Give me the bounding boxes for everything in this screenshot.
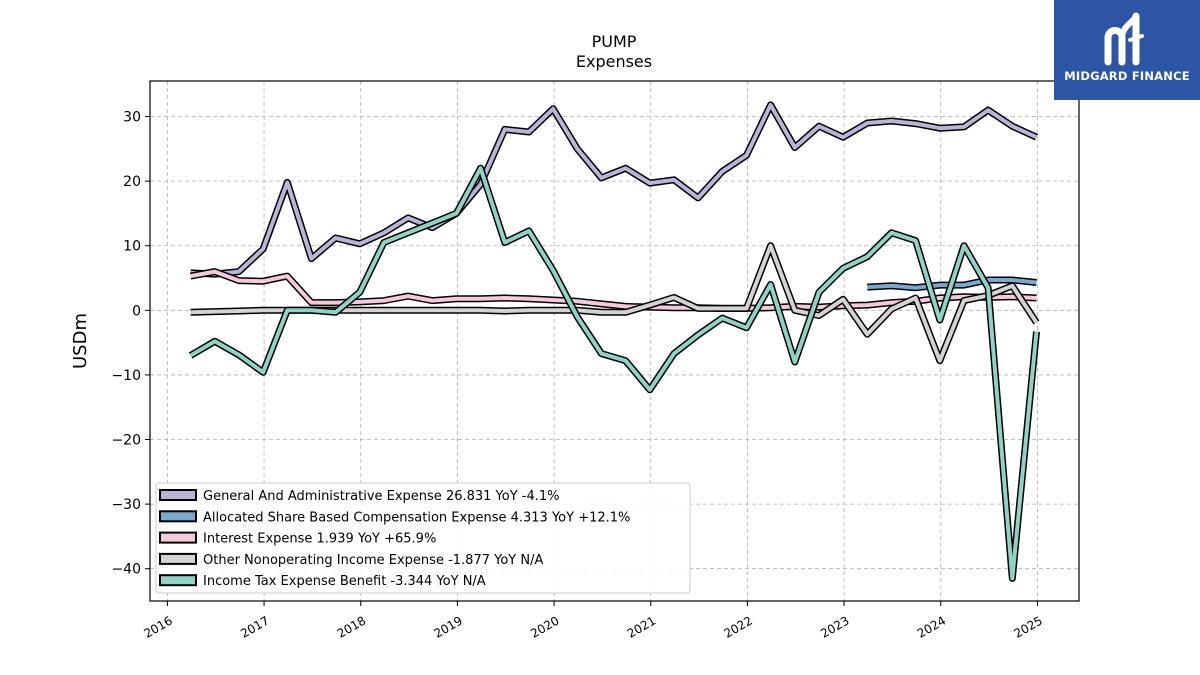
y-axis-label: USDm: [70, 313, 91, 369]
chart-subtitle: Expenses: [576, 52, 652, 71]
x-tick-label: 2019: [431, 613, 464, 640]
x-tick-label: 2021: [625, 613, 658, 640]
y-tick-label: 30: [123, 110, 141, 126]
series-0: [190, 101, 1038, 278]
x-tick-label: 2025: [1011, 613, 1044, 640]
brand-logo: MIDGARD FINANCE: [1054, 0, 1200, 100]
legend-entry[interactable]: Income Tax Expense Benefit -3.344 YoY N/…: [203, 574, 486, 589]
midgard-logo-mark-icon: [1104, 12, 1144, 66]
series-line: [190, 102, 1038, 277]
x-tick-label: 2023: [818, 613, 851, 640]
x-tick-label: 2016: [141, 613, 174, 640]
chart-title: PUMP: [592, 32, 637, 51]
legend-box: [155, 482, 691, 594]
x-tick-label: 2020: [528, 613, 561, 640]
y-tick-label: 0: [132, 303, 141, 319]
legend-swatch: [159, 552, 197, 565]
series-2: [189, 268, 1037, 312]
legend-swatch: [159, 574, 197, 587]
logo-text: MIDGARD FINANCE: [1064, 69, 1190, 83]
legend-entry[interactable]: Allocated Share Based Compensation Expen…: [203, 510, 630, 525]
x-tick-label: 2022: [721, 613, 754, 640]
legend-swatch: [159, 510, 197, 523]
y-tick-label: 20: [123, 174, 141, 190]
series-layer: [188, 101, 1040, 582]
series-line-outline: [190, 101, 1038, 278]
y-tick-label: −30: [111, 497, 141, 513]
plot-area-frame: [149, 80, 1080, 602]
legend-entry[interactable]: Other Nonoperating Income Expense -1.877…: [203, 553, 543, 568]
legend[interactable]: General And Administrative Expense 26.83…: [155, 482, 691, 594]
series-line: [190, 269, 1037, 311]
y-tick-label: −40: [111, 562, 141, 578]
x-tick-label: 2017: [238, 613, 271, 640]
x-tick-label: 2018: [335, 613, 368, 640]
y-tick-label: −20: [111, 433, 141, 449]
x-tick-label: 2024: [915, 613, 948, 640]
y-tick-label: 10: [123, 239, 141, 255]
series-4: [188, 164, 1040, 582]
legend-entry[interactable]: General And Administrative Expense 26.83…: [203, 489, 560, 504]
legend-swatch: [159, 489, 197, 501]
series-line: [189, 166, 1039, 581]
legend-swatch: [159, 531, 197, 544]
legend-entry[interactable]: Interest Expense 1.939 YoY +65.9%: [203, 532, 436, 547]
y-tick-label: −10: [111, 368, 141, 384]
